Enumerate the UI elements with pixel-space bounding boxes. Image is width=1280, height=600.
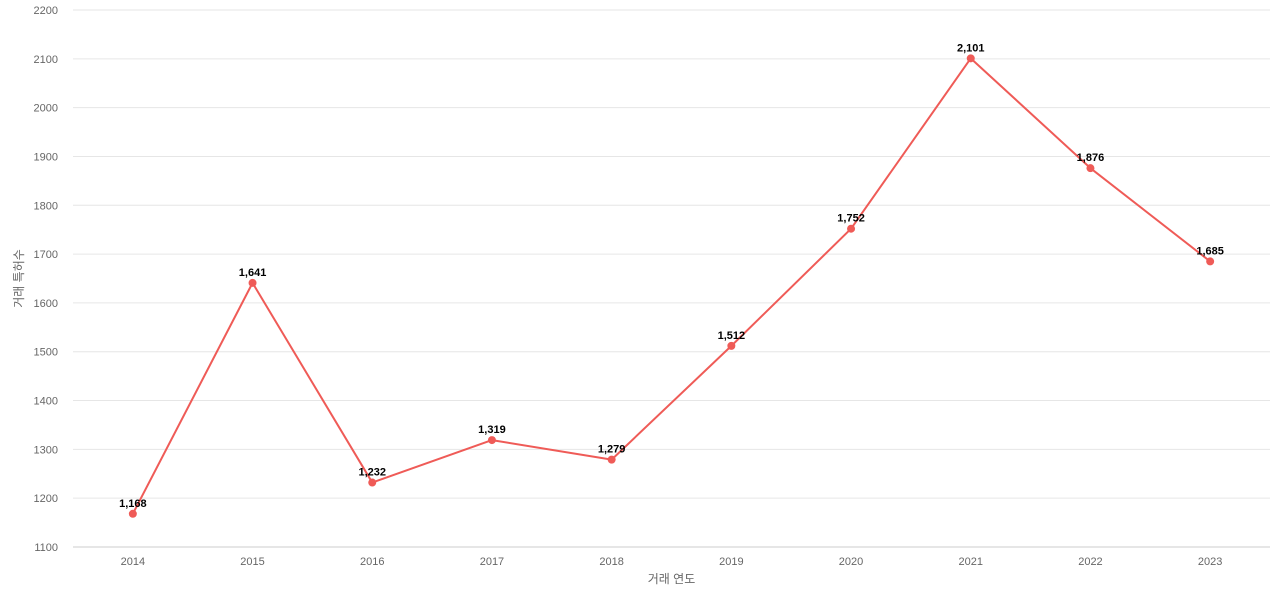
data-label: 1,319 — [478, 424, 506, 436]
series-layer — [128, 54, 1215, 518]
x-tick-label: 2022 — [1078, 556, 1102, 568]
y-tick-label: 1300 — [34, 444, 58, 456]
x-tick-label: 2015 — [240, 556, 264, 568]
x-tick-label: 2021 — [959, 556, 983, 568]
y-axis-ticks: 1100 1200 1300 1400 1500 1600 1700 1800 1900 2000… — [34, 5, 58, 554]
x-tick-label: 2019 — [719, 556, 743, 568]
y-tick-label: 1900 — [34, 151, 58, 163]
y-tick-label: 1700 — [34, 249, 58, 261]
x-tick-label: 2023 — [1198, 556, 1222, 568]
data-label: 1,752 — [837, 213, 865, 225]
data-point[interactable] — [847, 224, 856, 233]
data-label: 1,641 — [239, 267, 267, 279]
x-tick-label: 2020 — [839, 556, 863, 568]
data-point[interactable] — [1206, 257, 1215, 266]
data-labels: 1,168 1,641 1,232 1,319 1,279 1,512 1,752 2,101… — [119, 42, 1224, 509]
data-point[interactable] — [368, 478, 377, 487]
data-label: 1,685 — [1196, 245, 1224, 257]
y-tick-label: 1400 — [34, 396, 58, 408]
y-tick-label: 1100 — [34, 542, 58, 554]
data-point[interactable] — [128, 509, 137, 518]
y-axis-title: 거래 특허수 — [12, 249, 26, 308]
x-axis-ticks: 2014 2015 2016 2017 2018 2019 2020 2021 2022 2023 — [121, 556, 1223, 568]
y-tick-label: 1600 — [34, 298, 58, 310]
y-tick-label: 1200 — [34, 493, 58, 505]
y-tick-label: 2100 — [34, 54, 58, 66]
data-label: 1,876 — [1077, 152, 1105, 164]
data-label: 2,101 — [957, 42, 985, 54]
y-tick-label: 1500 — [34, 347, 58, 359]
data-label: 1,512 — [718, 330, 746, 342]
data-point[interactable] — [966, 54, 975, 63]
x-tick-label: 2016 — [360, 556, 384, 568]
y-tick-label: 2000 — [34, 103, 58, 115]
data-point[interactable] — [1086, 164, 1095, 173]
data-point[interactable] — [607, 455, 616, 464]
grid-lines — [73, 9, 1270, 548]
data-point[interactable] — [487, 436, 496, 445]
data-label: 1,279 — [598, 444, 626, 456]
data-label: 1,168 — [119, 498, 147, 510]
y-tick-label: 1800 — [34, 200, 58, 212]
y-tick-label: 2200 — [34, 5, 58, 17]
series-line — [131, 57, 1211, 515]
x-tick-label: 2017 — [480, 556, 504, 568]
x-tick-label: 2018 — [599, 556, 623, 568]
x-tick-label: 2014 — [121, 556, 145, 568]
x-axis-title: 거래 연도 — [648, 572, 696, 586]
data-point[interactable] — [727, 341, 736, 350]
data-point[interactable] — [248, 278, 257, 287]
data-label: 1,232 — [358, 467, 386, 479]
